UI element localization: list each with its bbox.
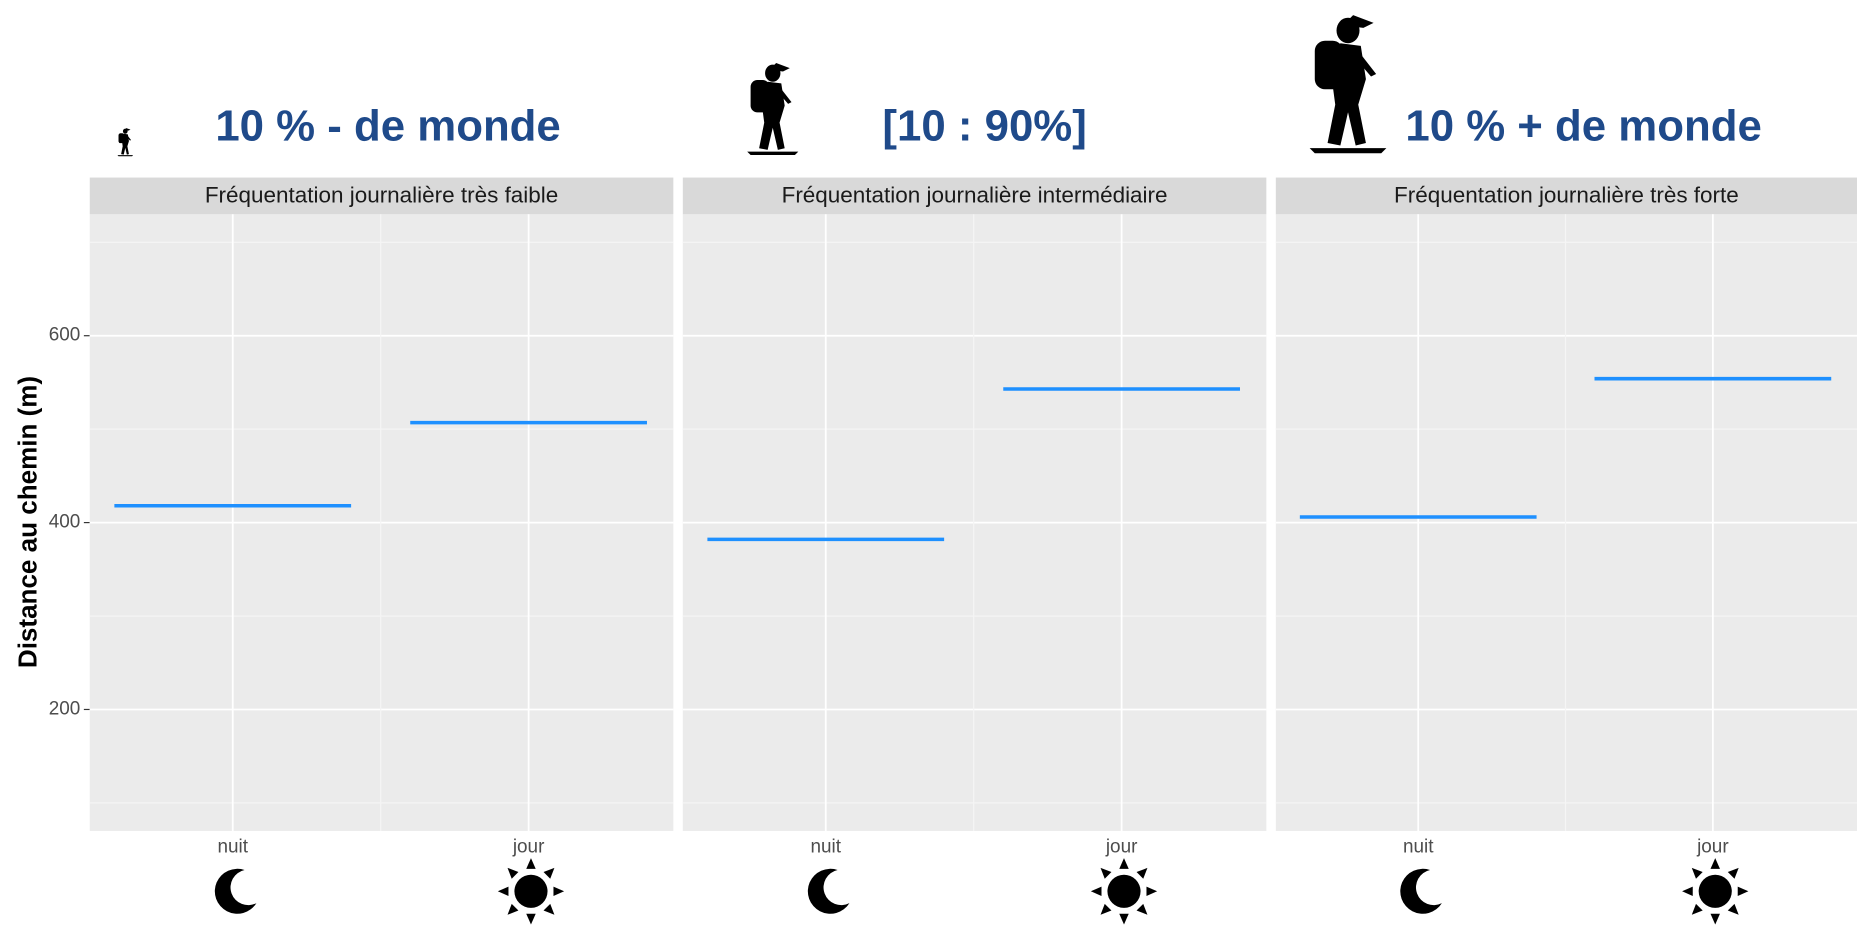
x-tick-label: nuit	[217, 837, 248, 858]
moon-icon	[1400, 868, 1442, 914]
moon-icon	[214, 868, 257, 914]
strip-background	[682, 177, 1267, 215]
x-tick-label: jour	[1105, 837, 1138, 858]
strip-label: Fréquentation journalière très forte	[1394, 182, 1739, 207]
facet-title: 10 % - de monde	[215, 102, 560, 151]
y-tick-label: 400	[49, 512, 81, 533]
x-tick-label: jour	[1696, 837, 1729, 858]
y-tick-label: 200	[49, 698, 81, 719]
facet-title: 10 % + de monde	[1405, 102, 1761, 151]
strip-label: Fréquentation journalière intermédiaire	[782, 182, 1168, 207]
y-tick-label: 600	[49, 325, 81, 346]
hiker-icon	[117, 128, 134, 157]
y-axis-label: Distance au chemin (m)	[12, 376, 42, 668]
strip-label: Fréquentation journalière très faible	[205, 182, 558, 207]
x-tick-label: jour	[512, 837, 545, 858]
hiker-icon	[747, 62, 799, 156]
moon-icon	[807, 868, 850, 914]
x-tick-label: nuit	[811, 837, 842, 858]
x-tick-label: nuit	[1403, 837, 1434, 858]
hiker-icon	[1309, 15, 1387, 154]
strip-background	[89, 177, 674, 215]
facet-title: [10 : 90%]	[882, 102, 1086, 151]
strip-background	[1275, 177, 1857, 215]
